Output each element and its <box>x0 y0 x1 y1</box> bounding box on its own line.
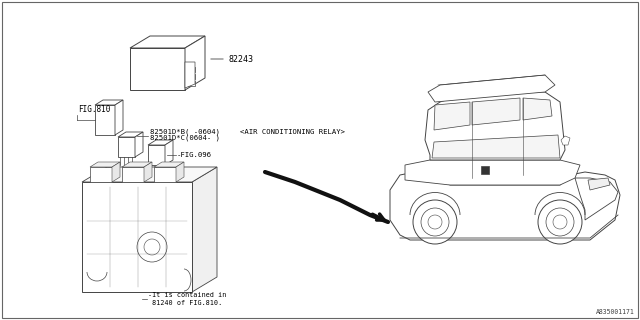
Circle shape <box>413 200 457 244</box>
Text: 82243: 82243 <box>228 54 253 63</box>
Polygon shape <box>148 145 165 165</box>
Polygon shape <box>192 167 217 292</box>
Polygon shape <box>130 36 205 48</box>
Polygon shape <box>187 74 195 79</box>
Polygon shape <box>90 167 112 182</box>
Text: <AIR CONDITIONING RELAY>: <AIR CONDITIONING RELAY> <box>240 129 345 135</box>
Polygon shape <box>176 162 184 182</box>
Polygon shape <box>82 182 192 292</box>
Polygon shape <box>588 178 610 190</box>
Polygon shape <box>481 166 489 174</box>
Polygon shape <box>165 140 173 165</box>
Polygon shape <box>122 167 144 182</box>
Polygon shape <box>154 167 176 182</box>
Polygon shape <box>90 162 120 167</box>
Polygon shape <box>187 67 195 72</box>
Text: -It is contained in
 81240 of FIG.810.: -It is contained in 81240 of FIG.810. <box>148 292 227 306</box>
Polygon shape <box>115 100 123 135</box>
Polygon shape <box>82 167 217 182</box>
Polygon shape <box>118 137 135 157</box>
Polygon shape <box>575 178 618 220</box>
Polygon shape <box>118 132 143 137</box>
Polygon shape <box>122 162 152 167</box>
Polygon shape <box>185 36 205 90</box>
Polygon shape <box>185 62 195 88</box>
Polygon shape <box>390 172 620 240</box>
Polygon shape <box>135 132 143 157</box>
Text: FIG.810: FIG.810 <box>78 105 110 114</box>
Polygon shape <box>405 160 580 185</box>
Text: 82501D*C(0604- ): 82501D*C(0604- ) <box>150 134 220 141</box>
Polygon shape <box>561 136 570 145</box>
Polygon shape <box>95 100 123 105</box>
Text: 82501D*B( -0604): 82501D*B( -0604) <box>150 129 220 135</box>
Text: -FIG.096: -FIG.096 <box>177 152 212 158</box>
Circle shape <box>538 200 582 244</box>
Polygon shape <box>112 162 120 182</box>
Polygon shape <box>148 140 173 145</box>
Polygon shape <box>428 75 555 102</box>
Polygon shape <box>130 48 185 90</box>
Polygon shape <box>95 105 115 135</box>
Polygon shape <box>432 135 560 158</box>
Polygon shape <box>472 98 520 125</box>
Polygon shape <box>144 162 152 182</box>
Polygon shape <box>434 102 470 130</box>
Polygon shape <box>154 162 184 167</box>
Polygon shape <box>425 92 565 160</box>
Text: A835001171: A835001171 <box>596 309 635 315</box>
Polygon shape <box>187 81 195 86</box>
Polygon shape <box>523 98 552 120</box>
